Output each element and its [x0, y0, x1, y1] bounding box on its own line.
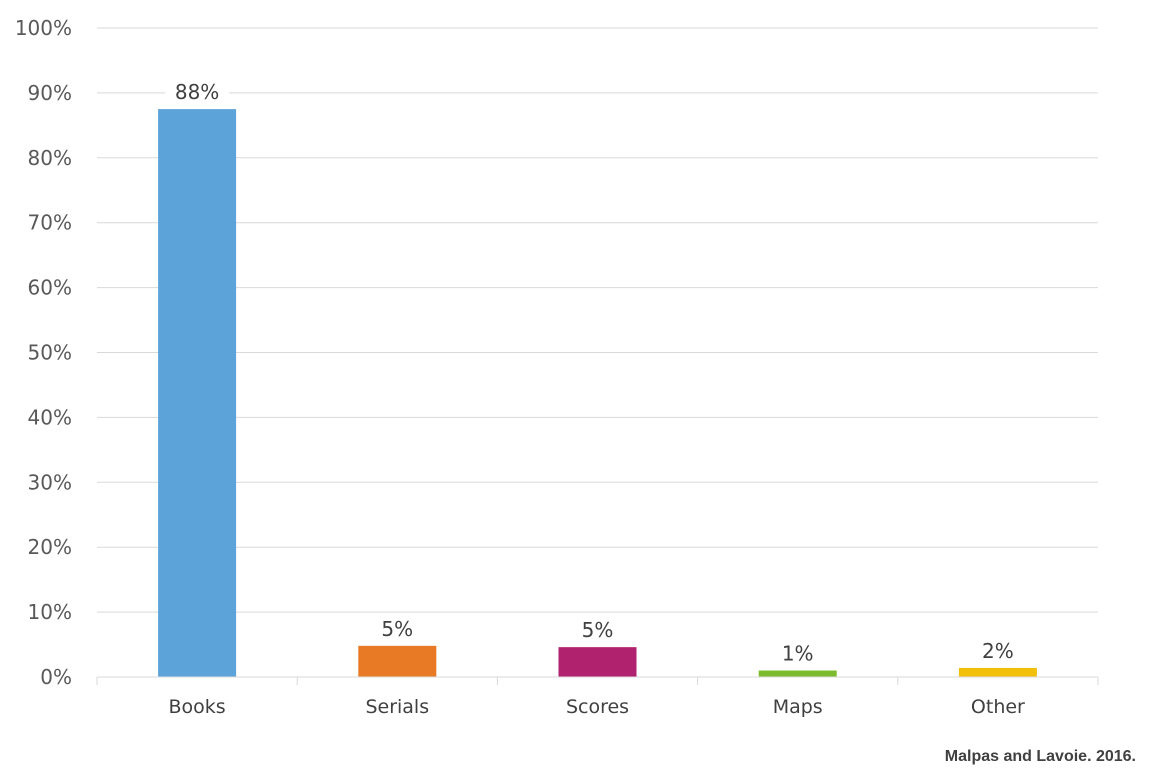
bar-maps — [758, 670, 837, 677]
data-label: 1% — [782, 642, 814, 666]
y-tick-label: 80% — [28, 146, 72, 170]
data-label: 5% — [582, 618, 614, 642]
category-label: Serials — [365, 696, 429, 718]
y-tick-label: 90% — [28, 81, 72, 105]
y-axis-tick-labels: 0% 10% 20% 30% 40% 50% 60% 70% 80% 90% 100% — [15, 16, 72, 689]
data-label-background — [565, 615, 630, 644]
y-tick-label: 0% — [40, 665, 72, 689]
gridlines — [97, 27, 1098, 613]
category-label: Maps — [773, 696, 823, 718]
y-tick-label: 100% — [15, 16, 72, 40]
y-tick-label: 40% — [28, 405, 72, 429]
x-axis — [96, 676, 1099, 685]
bar-books — [158, 109, 237, 677]
category-labels: Books Serials Scores Maps Other — [169, 696, 1026, 718]
data-label: 88% — [175, 80, 219, 104]
category-label: Books — [169, 696, 226, 718]
data-label-background — [165, 77, 230, 106]
bars — [158, 109, 1037, 677]
y-tick-label: 20% — [28, 535, 72, 559]
data-label: 5% — [381, 617, 413, 641]
source-note: Malpas and Lavoie. 2016. — [944, 748, 1136, 765]
data-label-background — [965, 635, 1030, 664]
y-tick-label: 60% — [28, 276, 72, 300]
bar-scores — [558, 647, 637, 677]
category-label: Other — [971, 696, 1025, 718]
data-label: 2% — [982, 639, 1014, 663]
y-tick-label: 70% — [28, 211, 72, 235]
data-label-background — [365, 613, 430, 642]
y-tick-label: 50% — [28, 341, 72, 365]
y-tick-label: 10% — [28, 600, 72, 624]
bar-other — [958, 667, 1037, 677]
data-labels: 88% 5% 5% 1% 2% — [165, 77, 1030, 667]
category-label: Scores — [566, 696, 629, 718]
y-tick-label: 30% — [28, 470, 72, 494]
data-label-background — [765, 638, 830, 667]
bar-serials — [358, 645, 437, 677]
